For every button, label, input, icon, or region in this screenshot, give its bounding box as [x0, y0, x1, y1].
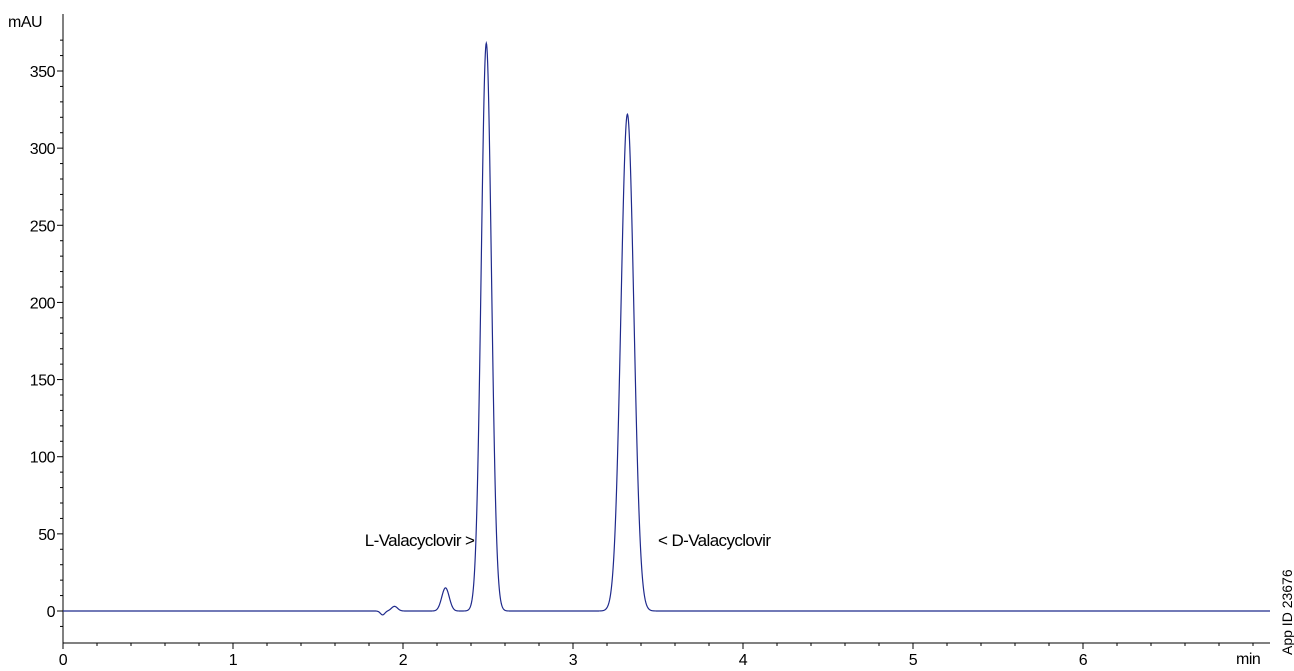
tick-labels: 0 50 100 150 200 250 300 350 0 1 2 3 4 5 6 [30, 64, 1089, 669]
annotations: L-Valacyclovir > < D-Valacyclovir [365, 531, 772, 550]
x-axis-unit-label: min [1236, 651, 1260, 668]
y-tick-label: 50 [38, 527, 55, 544]
y-tick-label: 200 [30, 295, 56, 312]
x-tick-label: 1 [229, 652, 238, 669]
x-tick-label: 6 [1079, 652, 1088, 669]
y-axis-unit-label: mAU [8, 14, 42, 31]
app-id-watermark: App ID 23676 [1279, 569, 1294, 655]
y-tick-label: 0 [47, 604, 56, 621]
chromatogram-trace [63, 40, 1270, 616]
y-tick-label: 150 [30, 373, 56, 390]
x-tick-label: 0 [59, 652, 68, 669]
y-tick-label: 300 [30, 141, 56, 158]
x-tick-label: 5 [909, 652, 918, 669]
traces [63, 40, 1270, 616]
y-tick-label: 100 [30, 450, 56, 467]
ticks [57, 39, 1254, 649]
y-tick-label: 250 [30, 218, 56, 235]
x-tick-label: 4 [739, 652, 748, 669]
peak-annotation: L-Valacyclovir > [365, 531, 475, 550]
peak-annotation: < D-Valacyclovir [658, 531, 771, 550]
y-tick-label: 350 [30, 64, 56, 81]
x-tick-label: 2 [399, 652, 408, 669]
x-tick-label: 3 [569, 652, 578, 669]
axes [62, 14, 1270, 644]
